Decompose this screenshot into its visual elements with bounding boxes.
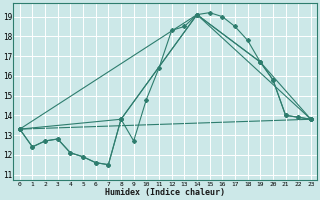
X-axis label: Humidex (Indice chaleur): Humidex (Indice chaleur) — [105, 188, 225, 197]
